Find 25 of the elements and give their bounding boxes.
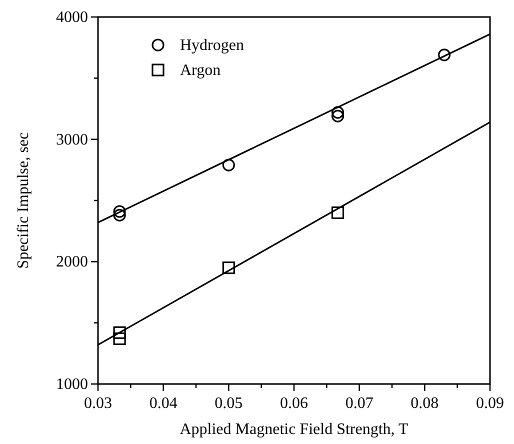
y-tick-label: 2000 xyxy=(56,254,88,271)
x-tick-label: 0.09 xyxy=(476,395,504,412)
y-tick-label: 1000 xyxy=(56,376,88,393)
y-tick-label: 3000 xyxy=(56,131,88,148)
x-axis-title: Applied Magnetic Field Strength, T xyxy=(180,421,409,438)
x-tick-label: 0.03 xyxy=(84,395,112,412)
x-tick-label: 0.08 xyxy=(410,395,439,412)
point xyxy=(113,332,126,346)
x-tick-label: 0.06 xyxy=(280,395,308,412)
point xyxy=(331,110,344,122)
legend-label: Hydrogen xyxy=(180,37,244,54)
point xyxy=(331,206,344,220)
x-tick-label: 0.07 xyxy=(345,395,374,412)
point xyxy=(438,48,451,62)
point xyxy=(113,208,126,222)
y-tick-label: 4000 xyxy=(56,9,88,26)
x-tick-label: 0.04 xyxy=(149,395,178,412)
point xyxy=(113,326,126,339)
point xyxy=(331,106,344,119)
y-axis-title: Specific Impulse, sec xyxy=(15,132,32,269)
point xyxy=(222,261,235,274)
legend-label: Argon xyxy=(180,62,221,79)
point xyxy=(222,158,235,172)
point xyxy=(113,205,126,218)
x-tick-label: 0.05 xyxy=(214,395,243,412)
